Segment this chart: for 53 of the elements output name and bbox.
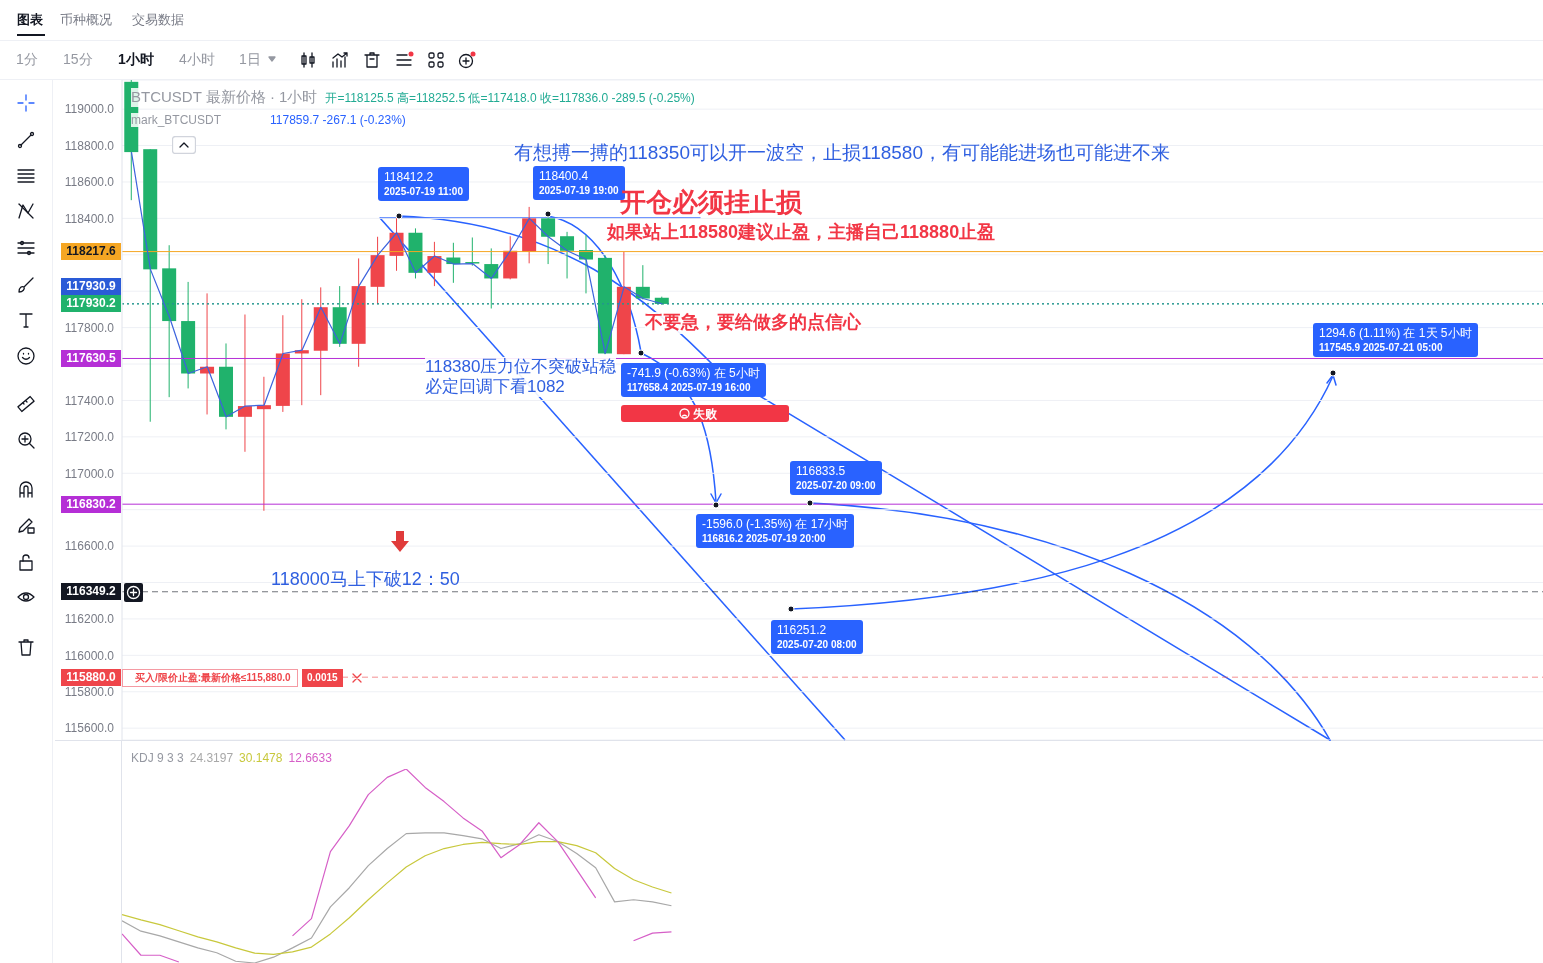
text: 币种概况: [60, 12, 112, 28]
annotation: -741.9 (-0.63%) 在 5小时 117658.4 2025-07-19 16:00: [627, 366, 760, 394]
annotation: 116251.2 2025-07-20 08:00: [777, 623, 857, 651]
ref-line-label: 117930.2: [61, 295, 121, 313]
ref-line-label: 116349.2: [61, 583, 121, 601]
annotation: 不要急，要给做多的点信心: [645, 312, 861, 334]
annotation: 必定回调下看1082: [425, 377, 565, 398]
text: 1分: [16, 51, 38, 68]
y-tick-label: 117000.0: [64, 466, 115, 481]
text: BTCUSDT 最新价格 · 1小时: [131, 88, 318, 107]
text: mark_BTCUSDT: [131, 113, 222, 127]
annotation: 117859.7 -267.1 (-0.23%): [270, 113, 406, 128]
text: 30.1478: [239, 751, 283, 765]
y-tick-label: 116000.0: [64, 648, 115, 663]
y-tick-label: 118400.0: [64, 211, 115, 226]
y-tick-label: 115800.0: [64, 685, 115, 700]
annotation: 116833.5 2025-07-20 09:00: [796, 464, 876, 492]
annotation: 开仓必须挂止损: [620, 187, 802, 219]
y-tick-label: 117200.0: [64, 430, 115, 445]
text: 1小时: [118, 51, 154, 68]
y-tick-label: 119000.0: [64, 102, 115, 117]
annotation: 0.0015: [302, 669, 343, 687]
text: 24.3197: [189, 751, 234, 765]
y-tick-label: 115600.0: [64, 721, 115, 736]
y-tick-label: 116600.0: [64, 539, 115, 554]
annotation: -1596.0 (-1.35%) 在 17小时 116816.2 2025-07-19 20:00: [702, 517, 849, 545]
text: 开=118125.5 高=118252.5 低=117418.0 收=117836.0 -289.5 (-0.25%): [325, 90, 695, 107]
annotation: 118000马上下破12：50: [271, 569, 460, 591]
text: 4小时: [179, 51, 215, 68]
ref-line-label: 115880.0: [61, 668, 121, 686]
annotation: 118400.4 2025-07-19 19:00: [539, 169, 619, 197]
ref-line-label: 116830.2: [61, 495, 121, 513]
text: 15分: [63, 51, 93, 68]
annotation: 有想搏一搏的118350可以开一波空，止损118580，有可能能进场也可能进不来: [514, 142, 1170, 165]
annotation: 1294.6 (1.11%) 在 1天 5小时 117545.9 2025-07-21 05:00: [1319, 326, 1472, 354]
y-tick-label: 116200.0: [64, 612, 115, 627]
annotation: 失败: [693, 406, 717, 423]
annotation: 如果站上118580建议止盈，主播自己118880止盈: [607, 222, 996, 244]
text: 1日: [239, 51, 261, 68]
y-tick-label: 118800.0: [64, 138, 115, 153]
text: 交易数据: [132, 12, 184, 28]
ref-line-label: 117930.9: [61, 278, 121, 296]
chart-title: KDJ 9 3 3: [131, 751, 184, 765]
ref-line-label: 118217.6: [61, 243, 121, 261]
annotation: 118380压力位不突破站稳: [425, 357, 617, 378]
ref-line-label: 117630.5: [61, 349, 121, 367]
y-tick-label: 117400.0: [64, 393, 115, 408]
annotation: 118412.2 2025-07-19 11:00: [384, 170, 463, 198]
annotation: 买入/限价止盈:最新价格≤115,880.0: [122, 669, 298, 687]
text: 图表: [17, 12, 43, 28]
y-tick-label: 117800.0: [64, 320, 115, 335]
text: 12.6633: [288, 751, 332, 765]
y-tick-label: 118600.0: [64, 175, 115, 190]
